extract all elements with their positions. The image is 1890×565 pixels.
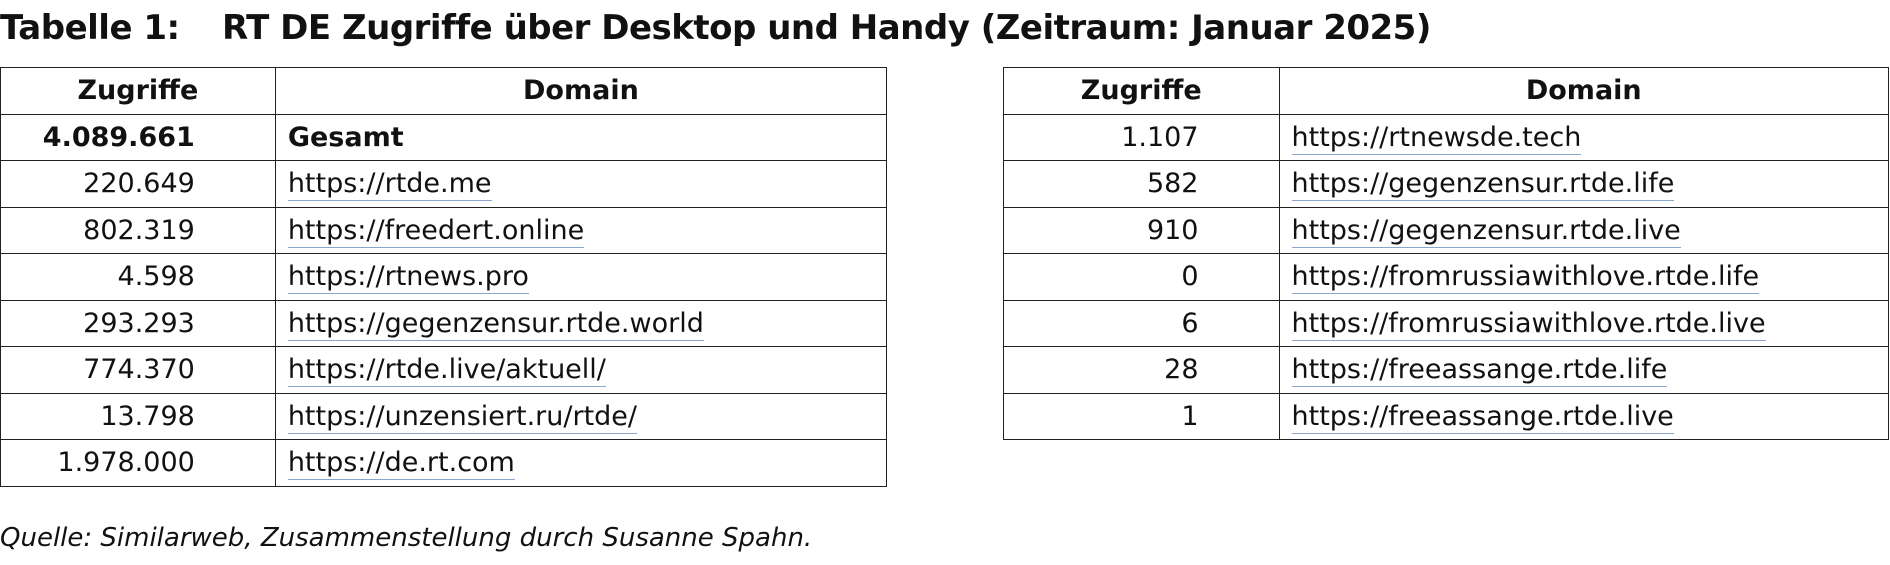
table-row: 6 https://fromrussiawithlove.rtde.live — [1003, 299, 1889, 347]
header-zugriffe: Zugriffe — [0, 67, 276, 115]
total-label: Gesamt — [274, 113, 888, 161]
domain-link[interactable]: https://rtnews.pro — [287, 261, 529, 295]
domain-cell: https://gegenzensur.rtde.world — [274, 299, 888, 347]
table-row: 220.649 https://rtde.me — [0, 160, 888, 208]
table-header-row: Zugriffe Domain — [0, 67, 888, 115]
domain-link[interactable]: https://gegenzensur.rtde.world — [287, 307, 704, 341]
table-row: 1 https://freeassange.rtde.live — [1003, 392, 1889, 440]
access-table-right: Zugriffe Domain 1.107 https://rtnewsde.t… — [1003, 67, 1889, 440]
domain-cell: https://fromrussiawithlove.rtde.live — [1278, 299, 1889, 347]
domain-cell: https://rtde.live/aktuell/ — [274, 346, 888, 394]
table-header-row: Zugriffe Domain — [1003, 67, 1889, 115]
domain-link[interactable]: https://freeassange.rtde.life — [1291, 354, 1668, 388]
domain-link[interactable]: https://gegenzensur.rtde.live — [1291, 214, 1681, 248]
zugriffe-cell: 1.107 — [1003, 113, 1280, 161]
header-zugriffe: Zugriffe — [1003, 67, 1280, 115]
zugriffe-cell: 293.293 — [0, 299, 276, 347]
table-row: 13.798 https://unzensiert.ru/rtde/ — [0, 392, 888, 440]
header-domain: Domain — [1278, 67, 1889, 115]
table-row: 802.319 https://freedert.online — [0, 206, 888, 254]
total-row: 4.089.661 Gesamt — [0, 113, 888, 161]
table-row: 774.370 https://rtde.live/aktuell/ — [0, 346, 888, 394]
table-row: 1.107 https://rtnewsde.tech — [1003, 113, 1889, 161]
domain-cell: https://rtde.me — [274, 160, 888, 208]
domain-cell: https://gegenzensur.rtde.live — [1278, 206, 1889, 254]
table-number-label: Tabelle 1: — [0, 8, 180, 48]
zugriffe-cell: 0 — [1003, 253, 1280, 301]
table-row: 910 https://gegenzensur.rtde.live — [1003, 206, 1889, 254]
header-domain: Domain — [274, 67, 888, 115]
table-row: 1.978.000 https://de.rt.com — [0, 439, 888, 487]
total-zugriffe: 4.089.661 — [0, 113, 276, 161]
domain-cell: https://gegenzensur.rtde.life — [1278, 160, 1889, 208]
table-title-text: RT DE Zugriffe über Desktop und Handy (Z… — [222, 8, 1431, 48]
domain-link[interactable]: https://rtnewsde.tech — [1291, 121, 1582, 155]
domain-link[interactable]: https://fromrussiawithlove.rtde.life — [1291, 261, 1760, 295]
domain-cell: https://rtnewsde.tech — [1278, 113, 1889, 161]
domain-link[interactable]: https://freedert.online — [287, 214, 585, 248]
domain-link[interactable]: https://unzensiert.ru/rtde/ — [287, 400, 638, 434]
table-row: 293.293 https://gegenzensur.rtde.world — [0, 299, 888, 347]
zugriffe-cell: 13.798 — [0, 392, 276, 440]
zugriffe-cell: 910 — [1003, 206, 1280, 254]
domain-link[interactable]: https://freeassange.rtde.live — [1291, 400, 1674, 434]
domain-cell: https://freeassange.rtde.life — [1278, 346, 1889, 394]
table-row: 0 https://fromrussiawithlove.rtde.life — [1003, 253, 1889, 301]
table-row: 4.598 https://rtnews.pro — [0, 253, 888, 301]
zugriffe-cell: 28 — [1003, 346, 1280, 394]
table-row: 28 https://freeassange.rtde.life — [1003, 346, 1889, 394]
domain-cell: https://de.rt.com — [274, 439, 888, 487]
domain-cell: https://freeassange.rtde.live — [1278, 392, 1889, 440]
zugriffe-cell: 774.370 — [0, 346, 276, 394]
domain-link[interactable]: https://de.rt.com — [287, 447, 515, 481]
domain-cell: https://unzensiert.ru/rtde/ — [274, 392, 888, 440]
source-note: Quelle: Similarweb, Zusammenstellung dur… — [0, 523, 813, 553]
domain-cell: https://freedert.online — [274, 206, 888, 254]
zugriffe-cell: 220.649 — [0, 160, 276, 208]
zugriffe-cell: 1.978.000 — [0, 439, 276, 487]
zugriffe-cell: 1 — [1003, 392, 1280, 440]
table-title: Tabelle 1: RT DE Zugriffe über Desktop un… — [0, 8, 1431, 48]
domain-link[interactable]: https://rtde.live/aktuell/ — [287, 354, 606, 388]
domain-cell: https://rtnews.pro — [274, 253, 888, 301]
zugriffe-cell: 4.598 — [0, 253, 276, 301]
zugriffe-cell: 802.319 — [0, 206, 276, 254]
zugriffe-cell: 6 — [1003, 299, 1280, 347]
access-table-left: Zugriffe Domain 4.089.661 Gesamt 220.649… — [0, 67, 888, 487]
table-row: 582 https://gegenzensur.rtde.life — [1003, 160, 1889, 208]
domain-link[interactable]: https://fromrussiawithlove.rtde.live — [1291, 307, 1766, 341]
domain-cell: https://fromrussiawithlove.rtde.life — [1278, 253, 1889, 301]
domain-link[interactable]: https://rtde.me — [287, 168, 492, 202]
zugriffe-cell: 582 — [1003, 160, 1280, 208]
domain-link[interactable]: https://gegenzensur.rtde.life — [1291, 168, 1675, 202]
